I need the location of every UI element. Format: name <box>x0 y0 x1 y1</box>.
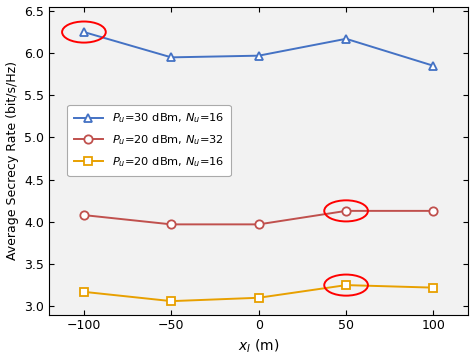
$P_u$=30 dBm, $N_u$=16 <box>431 64 437 68</box>
Legend: $P_u$=30 dBm, $N_u$=16, $P_u$=20 dBm, $N_u$=32, $P_u$=20 dBm, $N_u$=16: $P_u$=30 dBm, $N_u$=16, $P_u$=20 dBm, $N… <box>67 105 231 176</box>
$P_u$=20 dBm, $N_u$=16 <box>431 286 437 290</box>
Y-axis label: Average Secrecy Rate (bit/s/Hz): Average Secrecy Rate (bit/s/Hz) <box>6 61 18 260</box>
$P_u$=20 dBm, $N_u$=16 <box>343 283 349 287</box>
$P_u$=30 dBm, $N_u$=16 <box>81 30 87 34</box>
$P_u$=20 dBm, $N_u$=32 <box>168 222 174 227</box>
$P_u$=20 dBm, $N_u$=32 <box>81 213 87 217</box>
$P_u$=20 dBm, $N_u$=32 <box>343 209 349 213</box>
$P_u$=20 dBm, $N_u$=16 <box>256 296 262 300</box>
$P_u$=20 dBm, $N_u$=16 <box>81 290 87 294</box>
$P_u$=20 dBm, $N_u$=32 <box>256 222 262 227</box>
$P_u$=20 dBm, $N_u$=32 <box>431 209 437 213</box>
Line: $P_u$=20 dBm, $N_u$=32: $P_u$=20 dBm, $N_u$=32 <box>80 207 438 229</box>
$P_u$=30 dBm, $N_u$=16 <box>256 53 262 58</box>
$P_u$=30 dBm, $N_u$=16 <box>168 55 174 60</box>
$P_u$=30 dBm, $N_u$=16 <box>343 36 349 41</box>
Line: $P_u$=30 dBm, $N_u$=16: $P_u$=30 dBm, $N_u$=16 <box>80 28 438 70</box>
X-axis label: $x_I$ (m): $x_I$ (m) <box>238 338 279 356</box>
$P_u$=20 dBm, $N_u$=16 <box>168 299 174 303</box>
Line: $P_u$=20 dBm, $N_u$=16: $P_u$=20 dBm, $N_u$=16 <box>80 281 438 305</box>
